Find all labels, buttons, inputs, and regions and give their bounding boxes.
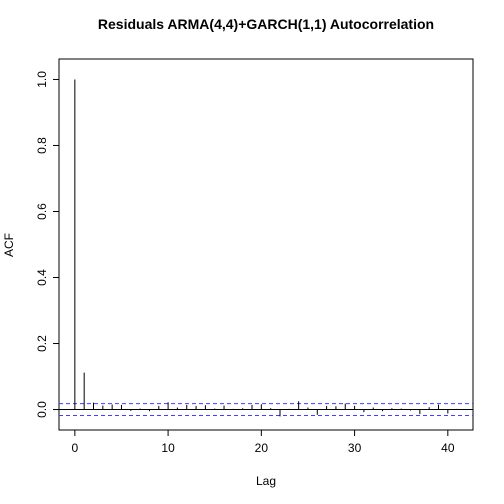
y-tick-label: 0.6 [35,203,49,220]
x-axis-label: Lag [256,474,276,488]
y-axis: 0.0 0.2 0.4 0.6 0.8 1.0 [35,71,59,418]
x-tick-label: 30 [348,441,362,455]
y-tick-label: 0.2 [35,335,49,352]
y-tick-label: 0.4 [35,269,49,286]
plot-frame [58,58,474,431]
x-axis: 0 10 20 30 40 [72,430,455,455]
x-tick-label: 10 [161,441,175,455]
acf-spikes [74,79,458,417]
chart-title: Residuals ARMA(4,4)+GARCH(1,1) Autocorre… [98,16,434,32]
x-tick-label: 20 [255,441,269,455]
y-axis-label: ACF [2,233,16,257]
y-tick-label: 0.8 [35,137,49,154]
x-tick-label: 40 [441,441,455,455]
y-tick-label: 0.0 [35,401,49,418]
x-tick-label: 0 [72,441,79,455]
y-tick-label: 1.0 [35,71,49,88]
